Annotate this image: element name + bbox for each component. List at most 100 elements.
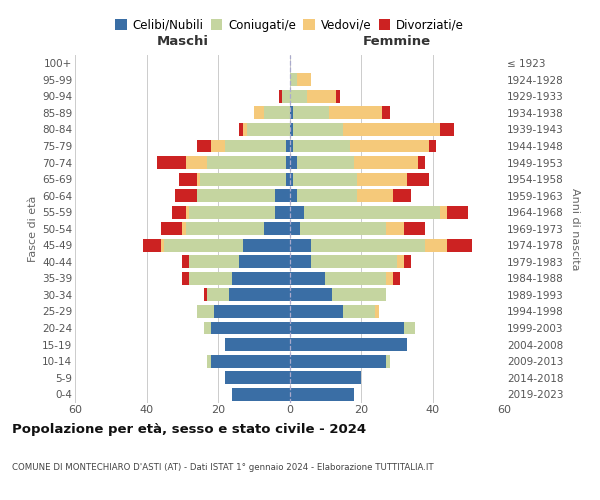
Bar bbox=[214, 305, 290, 318]
Bar bbox=[376, 305, 379, 318]
Bar bbox=[186, 222, 265, 235]
Bar bbox=[386, 222, 404, 235]
Bar bbox=[404, 322, 415, 334]
Bar bbox=[254, 106, 265, 120]
Bar bbox=[393, 189, 411, 202]
Text: COMUNE DI MONTECHIARO D'ASTI (AT) - Dati ISTAT 1° gennaio 2024 - Elaborazione TU: COMUNE DI MONTECHIARO D'ASTI (AT) - Dati… bbox=[12, 462, 434, 471]
Bar bbox=[164, 239, 243, 252]
Bar bbox=[197, 172, 200, 186]
Bar bbox=[197, 140, 211, 152]
Bar bbox=[182, 222, 186, 235]
Bar bbox=[265, 222, 290, 235]
Bar bbox=[386, 272, 393, 285]
Bar bbox=[211, 140, 225, 152]
Bar bbox=[225, 338, 290, 351]
Text: Popolazione per età, sesso e stato civile - 2024: Popolazione per età, sesso e stato civil… bbox=[12, 422, 366, 436]
Bar bbox=[161, 222, 182, 235]
Bar bbox=[386, 354, 389, 368]
Bar bbox=[290, 222, 300, 235]
Bar bbox=[157, 156, 186, 169]
Bar bbox=[290, 123, 293, 136]
Bar bbox=[197, 305, 214, 318]
Bar bbox=[290, 156, 296, 169]
Bar bbox=[286, 172, 290, 186]
Y-axis label: Anni di nascita: Anni di nascita bbox=[571, 188, 580, 270]
Bar bbox=[296, 74, 311, 86]
Text: Maschi: Maschi bbox=[156, 35, 208, 48]
Bar bbox=[425, 239, 447, 252]
Bar bbox=[290, 305, 343, 318]
Bar bbox=[204, 288, 207, 302]
Bar bbox=[293, 140, 350, 152]
Bar bbox=[290, 206, 304, 218]
Bar bbox=[279, 90, 283, 103]
Bar bbox=[290, 90, 307, 103]
Bar bbox=[179, 172, 197, 186]
Bar bbox=[293, 172, 358, 186]
Bar bbox=[429, 140, 436, 152]
Bar bbox=[296, 189, 358, 202]
Bar bbox=[175, 189, 197, 202]
Bar bbox=[275, 206, 290, 218]
Bar bbox=[290, 288, 332, 302]
Bar bbox=[307, 90, 336, 103]
Bar bbox=[265, 106, 290, 120]
Bar bbox=[243, 239, 290, 252]
Bar bbox=[232, 272, 290, 285]
Bar bbox=[283, 90, 290, 103]
Bar bbox=[197, 189, 275, 202]
Bar bbox=[311, 239, 425, 252]
Bar bbox=[290, 189, 296, 202]
Bar bbox=[143, 239, 161, 252]
Bar bbox=[440, 123, 454, 136]
Bar bbox=[407, 172, 429, 186]
Bar bbox=[275, 189, 290, 202]
Bar bbox=[239, 256, 290, 268]
Y-axis label: Fasce di età: Fasce di età bbox=[28, 196, 38, 262]
Bar bbox=[336, 90, 340, 103]
Bar bbox=[290, 140, 293, 152]
Bar bbox=[247, 123, 290, 136]
Bar bbox=[290, 338, 407, 351]
Bar bbox=[182, 256, 190, 268]
Bar bbox=[286, 156, 290, 169]
Bar bbox=[286, 140, 290, 152]
Bar bbox=[404, 222, 425, 235]
Bar bbox=[354, 156, 418, 169]
Bar bbox=[343, 123, 440, 136]
Bar bbox=[229, 288, 290, 302]
Bar bbox=[447, 206, 468, 218]
Bar bbox=[329, 106, 382, 120]
Bar bbox=[290, 74, 296, 86]
Bar bbox=[290, 388, 354, 400]
Bar bbox=[186, 156, 207, 169]
Bar bbox=[239, 123, 243, 136]
Bar bbox=[293, 123, 343, 136]
Bar bbox=[290, 322, 404, 334]
Bar bbox=[200, 172, 286, 186]
Bar bbox=[343, 305, 376, 318]
Bar bbox=[207, 156, 286, 169]
Bar bbox=[182, 272, 190, 285]
Bar bbox=[358, 189, 393, 202]
Legend: Celibi/Nubili, Coniugati/e, Vedovi/e, Divorziati/e: Celibi/Nubili, Coniugati/e, Vedovi/e, Di… bbox=[110, 14, 469, 36]
Bar bbox=[190, 256, 239, 268]
Bar bbox=[161, 239, 164, 252]
Bar bbox=[300, 222, 386, 235]
Bar bbox=[186, 206, 190, 218]
Bar bbox=[211, 322, 290, 334]
Bar bbox=[290, 272, 325, 285]
Bar bbox=[397, 256, 404, 268]
Bar bbox=[290, 172, 293, 186]
Bar bbox=[350, 140, 429, 152]
Text: Femmine: Femmine bbox=[362, 35, 431, 48]
Bar bbox=[211, 354, 290, 368]
Bar bbox=[304, 206, 440, 218]
Bar bbox=[203, 322, 211, 334]
Bar bbox=[296, 156, 354, 169]
Bar bbox=[290, 371, 361, 384]
Bar bbox=[232, 388, 290, 400]
Bar bbox=[207, 354, 211, 368]
Bar bbox=[447, 239, 472, 252]
Bar bbox=[440, 206, 447, 218]
